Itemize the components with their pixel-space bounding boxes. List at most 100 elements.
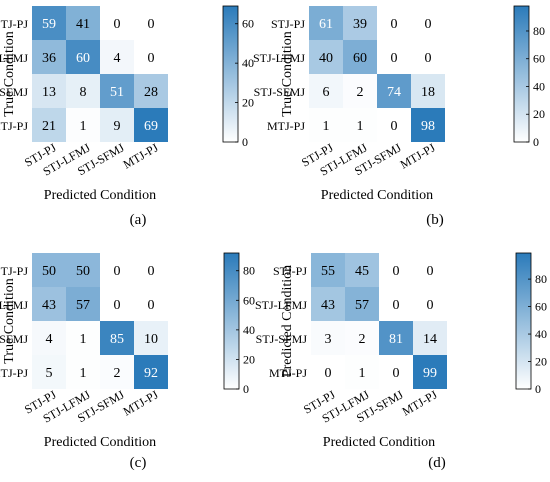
matrix-cell [345,321,379,355]
cell-value: 55 [321,264,335,279]
colorbar-tick-label: 20 [535,355,547,369]
cell-value: 1 [80,119,87,134]
cell-value: 0 [114,17,121,32]
cell-value: 21 [42,119,56,134]
cell-value: 4 [114,51,121,66]
panel-caption: (b) [426,212,444,228]
matrix-cell [66,321,100,355]
colorbar [515,252,532,390]
cell-value: 39 [353,17,367,32]
cell-value: 1 [323,119,330,134]
matrix-cell [377,6,411,40]
cell-value: 0 [391,17,398,32]
panel-a: 5941003660401385128211969STJ-PJSTJ-LFMJS… [0,5,254,228]
matrix-cell [411,40,445,74]
cell-value: 1 [80,366,87,381]
matrix-cell [32,287,66,321]
matrix-cell [311,321,345,355]
cell-value: 28 [144,85,158,100]
matrix-cell [32,253,66,287]
matrix-cell [134,40,168,74]
cell-value: 0 [425,17,432,32]
cell-value: 9 [114,119,121,134]
cell-value: 60 [353,51,367,66]
matrix-cell [413,321,447,355]
matrix-cell [100,108,134,142]
x-axis-label: Predicted Condition [321,188,433,203]
y-tick-label: STJ-SFMJ [0,85,28,99]
matrix-cell [343,40,377,74]
cell-value: 0 [393,366,400,381]
colorbar-tick-label: 0 [535,382,541,396]
cell-value: 92 [144,366,158,381]
cell-value: 51 [110,85,124,100]
cell-value: 0 [148,17,155,32]
matrix-cell [100,74,134,108]
cell-value: 0 [427,298,434,313]
colorbar-tick-label: 80 [243,264,255,278]
colorbar-tick-label: 60 [242,17,254,31]
panel-b: 61 39 0 0 40 60 0 0 6 2 74 18 1 1 0 98 STJ-PJ STJ-LFMJ STJ… [253,5,545,228]
y-tick-label: STJ-LFMJ [253,51,305,65]
matrix-cell [309,108,343,142]
x-tick-label: MTJ-PJ [121,140,161,171]
matrix-cell [66,6,100,40]
matrix-cell [345,355,379,389]
cell-value: 60 [76,51,90,66]
matrix-cell [379,253,413,287]
y-tick-label: MTJ-PJ [267,119,305,133]
cell-value: 50 [42,264,56,279]
cell-value: 10 [144,332,158,347]
matrix-cell [32,108,66,142]
matrix-cell [309,40,343,74]
y-tick-label: MTJ-PJ [0,119,28,133]
matrix-cell [66,355,100,389]
cell-value: 50 [76,264,90,279]
cell-value: 13 [42,85,56,100]
cell-value: 61 [319,17,333,32]
matrix-cell [379,321,413,355]
cell-value: 99 [423,366,437,381]
colorbar-tick-label: 60 [243,293,255,307]
matrix-cell [100,253,134,287]
matrix-cell [379,287,413,321]
cell-value: 0 [114,298,121,313]
colorbar-tick-label: 40 [535,327,547,341]
cell-value: 8 [80,85,87,100]
cell-value: 45 [355,264,369,279]
cell-value: 2 [114,366,121,381]
cell-value: 0 [325,366,332,381]
matrix-cell [32,321,66,355]
matrix-cell [413,253,447,287]
cell-value: 4 [46,332,53,347]
matrix-cell [311,253,345,287]
y-tick-label: STJ-LFMJ [0,298,28,312]
matrix-cell [134,74,168,108]
cell-value: 5 [46,366,53,381]
cell-value: 1 [357,119,364,134]
matrix-cell [343,108,377,142]
cell-value: 98 [421,119,435,134]
matrix-cell [345,253,379,287]
matrix-cell [100,40,134,74]
panel-d: 55 45 0 0 43 57 0 0 3 2 81 14 0 1 0 99 STJ-PJ STJ-LFMJ STJ… [255,252,547,471]
panel-caption: (c) [130,455,147,471]
y-axis-label: True Condition [2,278,17,363]
cell-value: 0 [425,51,432,66]
matrix-cell [66,287,100,321]
colorbar-tick-label: 0 [243,382,249,396]
matrix-cell [309,6,343,40]
x-tick-label: MTJ-PJ [398,140,438,171]
matrix-cell [134,355,168,389]
matrix-cell [134,253,168,287]
y-tick-label: STJ-SFMJ [0,332,28,346]
y-tick-label: STJ-LFMJ [0,51,28,65]
cell-value: 59 [42,17,56,32]
matrix-cell [32,40,66,74]
colorbar-tick-label: 20 [533,107,545,121]
cell-value: 0 [148,51,155,66]
matrix-cell [411,6,445,40]
panel-caption: (a) [130,212,147,228]
cell-value: 0 [114,264,121,279]
